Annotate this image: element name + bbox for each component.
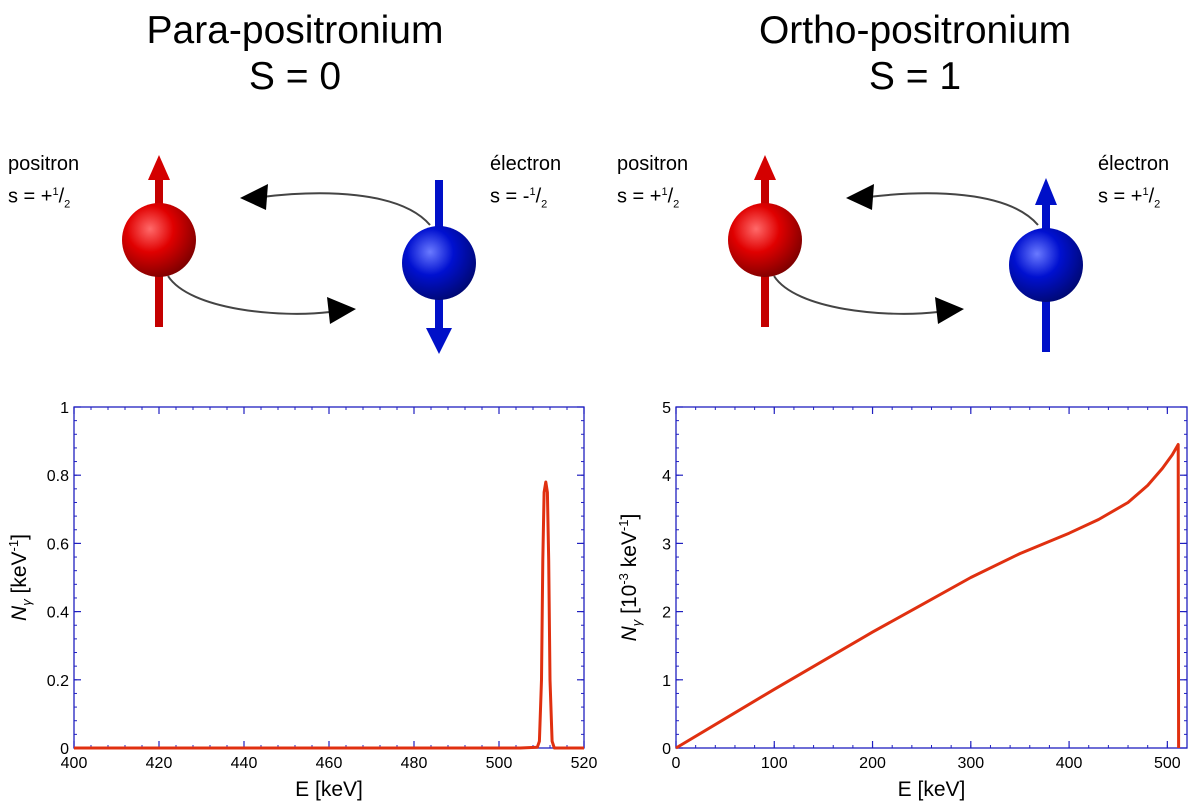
y-tick-label: 0.4 xyxy=(47,605,69,622)
ortho-electron-particle xyxy=(1009,178,1083,352)
para-positron-name: positron xyxy=(8,153,80,175)
para-lower-arrowhead xyxy=(327,297,356,324)
x-tick-label: 440 xyxy=(231,755,258,772)
spectrum-curve xyxy=(675,443,1181,750)
ortho-lower-arrow xyxy=(773,275,939,315)
x-tick-label: 200 xyxy=(859,755,886,772)
y-tick-label: 5 xyxy=(662,400,671,417)
spectrum-curve xyxy=(74,480,584,750)
ortho-upper-arrow xyxy=(867,192,1039,226)
y-tick-label: 0.2 xyxy=(47,673,69,690)
para-electron-label: électron s = -1/2 xyxy=(490,150,561,219)
para-spectrum-chart: 400 420 440 460 480 500 520 0 0.2 0.4 0.6 0.8 1 E [ke… xyxy=(6,400,597,801)
x-tick-label: 520 xyxy=(571,755,598,772)
ortho-positron-particle xyxy=(728,155,802,327)
y-tick-label: 0 xyxy=(60,741,69,758)
x-tick-label: 420 xyxy=(146,755,173,772)
ortho-spectrum-chart: 0 100 200 300 400 500 0 1 2 3 4 5 E [keV] Nγ [10-3 ke… xyxy=(616,400,1188,801)
para-electron-particle xyxy=(402,180,476,354)
para-title-spin: S = 0 xyxy=(248,55,342,98)
x-axis-label: E [keV] xyxy=(295,778,363,801)
x-tick-label: 500 xyxy=(1154,755,1181,772)
y-tick-label: 0.8 xyxy=(47,468,69,485)
x-tick-label: 100 xyxy=(761,755,788,772)
y-axis-label: Nγ [10-3 keV-1] xyxy=(616,514,644,642)
ortho-electron-spin: s = +1/2 xyxy=(1098,185,1161,211)
ortho-title: Ortho-positronium S = 1 xyxy=(700,8,1130,100)
ortho-positron-spin: s = +1/2 xyxy=(617,185,680,211)
para-title: Para-positronium S = 0 xyxy=(90,8,500,100)
ortho-positron-name: positron xyxy=(617,153,689,175)
plot-frame xyxy=(73,406,585,749)
x-tick-label: 400 xyxy=(1056,755,1083,772)
ortho-upper-arrowhead xyxy=(846,184,874,210)
para-lower-arrow xyxy=(167,275,331,315)
y-tick-label: 1 xyxy=(60,400,69,417)
para-title-name: Para-positronium xyxy=(146,9,444,52)
x-axis-label: E [keV] xyxy=(898,778,966,801)
para-electron-spin: s = -1/2 xyxy=(490,185,548,211)
ortho-title-spin: S = 1 xyxy=(868,55,962,98)
para-positron-label: positron s = +1/2 xyxy=(8,150,79,219)
y-tick-label: 4 xyxy=(662,468,671,485)
x-tick-label: 500 xyxy=(486,755,513,772)
ortho-lower-arrowhead xyxy=(935,297,964,324)
para-electron-name: électron xyxy=(490,153,562,175)
y-tick-label: 0.6 xyxy=(47,536,69,553)
para-positron-spin: s = +1/2 xyxy=(8,185,71,211)
ortho-title-name: Ortho-positronium xyxy=(758,9,1072,52)
x-tick-label: 460 xyxy=(316,755,343,772)
x-tick-label: 300 xyxy=(957,755,984,772)
y-axis-label: Nγ [keV-1] xyxy=(6,534,34,621)
x-tick-label: 400 xyxy=(61,755,88,772)
particle-illustration xyxy=(122,155,1083,354)
y-tick-label: 3 xyxy=(662,536,671,553)
para-positron-particle xyxy=(122,155,196,327)
ortho-electron-label: électron s = +1/2 xyxy=(1098,150,1169,219)
para-upper-arrow xyxy=(261,192,431,226)
plot-frame xyxy=(675,406,1188,749)
y-tick-label: 0 xyxy=(662,741,671,758)
y-tick-label: 2 xyxy=(662,605,671,622)
y-tick-label: 1 xyxy=(662,673,671,690)
x-tick-label: 480 xyxy=(401,755,428,772)
ortho-electron-name: électron xyxy=(1098,153,1170,175)
ortho-positron-label: positron s = +1/2 xyxy=(617,150,688,219)
para-upper-arrowhead xyxy=(240,184,268,210)
x-tick-label: 0 xyxy=(672,755,681,772)
